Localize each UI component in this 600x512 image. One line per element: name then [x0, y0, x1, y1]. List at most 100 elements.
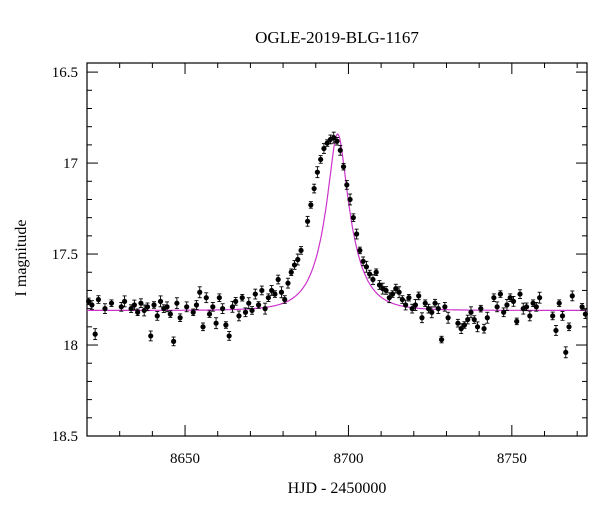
y-tick-label: 17 [63, 156, 79, 172]
data-point [118, 304, 124, 310]
data-point [435, 306, 441, 312]
data-point [249, 307, 255, 314]
data-point [537, 295, 543, 301]
data-point [399, 296, 405, 303]
data-point [563, 349, 569, 355]
data-point [324, 140, 330, 146]
data-point [425, 306, 432, 312]
data-point [481, 326, 487, 332]
data-point [461, 322, 468, 328]
data-point [210, 304, 216, 310]
data-point [236, 313, 242, 319]
data-point [89, 302, 95, 308]
y-axis-label: I magnitude [13, 220, 30, 297]
data-point [255, 302, 262, 308]
data-point [148, 333, 154, 339]
data-point [383, 287, 389, 294]
data-point [419, 315, 425, 321]
data-point [272, 291, 278, 297]
data-point [533, 304, 539, 310]
data-point [582, 311, 588, 317]
x-tick-label: 8700 [333, 451, 363, 467]
data-point [432, 300, 438, 306]
data-point [334, 138, 340, 144]
data-point [200, 324, 206, 330]
data-point [314, 169, 320, 175]
data-point [422, 300, 428, 306]
data-point [193, 302, 200, 308]
data-point [376, 282, 383, 288]
data-point [416, 293, 422, 299]
data-point [527, 313, 533, 319]
data-point [523, 304, 530, 310]
data-point [530, 300, 536, 306]
data-point [360, 258, 366, 264]
data-point [135, 309, 141, 315]
data-point [259, 287, 265, 294]
data-point [226, 333, 232, 339]
y-tick-label: 18 [63, 338, 78, 354]
data-point [491, 295, 497, 301]
data-point [184, 304, 190, 310]
data-point [458, 326, 464, 332]
data-point [553, 327, 559, 334]
data-point [86, 298, 92, 304]
data-point [455, 320, 461, 326]
data-point [344, 182, 350, 188]
data-point [350, 215, 356, 221]
data-point [278, 289, 285, 295]
data-point [569, 293, 575, 299]
data-point [298, 247, 304, 254]
data-point [239, 295, 245, 301]
data-point [389, 291, 396, 297]
data-point [216, 295, 222, 301]
data-point [566, 324, 572, 330]
data-point [197, 289, 203, 295]
data-point [108, 300, 115, 306]
data-point [157, 298, 164, 304]
data-points-layer [86, 131, 588, 359]
model-curve-layer [87, 133, 587, 311]
data-point [396, 289, 402, 295]
data-point [340, 164, 347, 170]
data-point [233, 298, 239, 304]
data-point [337, 147, 343, 153]
data-point [370, 276, 376, 283]
data-point [242, 309, 249, 315]
data-point [141, 307, 147, 314]
data-point [471, 316, 477, 323]
data-point [265, 295, 271, 301]
data-point [275, 276, 281, 283]
data-point [321, 145, 327, 152]
data-point [514, 318, 520, 324]
x-tick-label: 8650 [170, 451, 200, 467]
data-point [154, 313, 160, 319]
data-point [167, 311, 173, 317]
data-point [497, 291, 503, 297]
data-point [494, 304, 500, 310]
model-curve [87, 133, 587, 311]
data-point [92, 331, 98, 337]
y-tick-label: 17.5 [52, 247, 78, 263]
data-point [517, 291, 523, 297]
data-point [406, 295, 412, 301]
data-point [559, 313, 566, 319]
chart-title: OGLE-2019-BLG-1167 [255, 28, 419, 47]
data-point [203, 295, 209, 301]
data-point [367, 271, 373, 277]
data-point [412, 302, 419, 308]
data-point [285, 280, 291, 286]
x-tick-label: 8750 [497, 451, 527, 467]
data-point [393, 286, 399, 292]
data-point [171, 338, 177, 344]
axis-ticks: 8650 8700 8750 16.5 17 17.5 18 18.5 [52, 63, 587, 467]
data-point [373, 269, 379, 275]
data-point [579, 304, 585, 310]
data-point [311, 185, 317, 192]
data-point [550, 313, 556, 319]
data-point [354, 231, 360, 237]
data-point [138, 300, 144, 306]
data-point [174, 300, 180, 306]
data-point [510, 298, 517, 304]
